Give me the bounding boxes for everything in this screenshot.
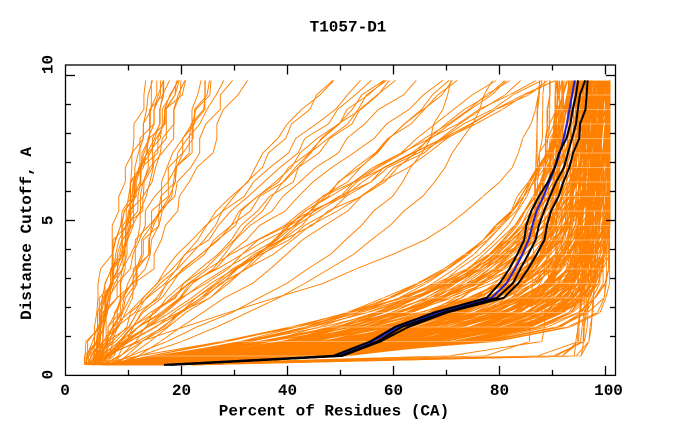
svg-text:80: 80 xyxy=(490,382,509,400)
svg-text:100: 100 xyxy=(594,382,623,400)
svg-text:Percent of Residues (CA): Percent of Residues (CA) xyxy=(219,403,449,421)
svg-text:5: 5 xyxy=(39,215,57,225)
svg-text:60: 60 xyxy=(384,382,403,400)
svg-text:T1057-D1: T1057-D1 xyxy=(310,19,387,37)
svg-text:Distance Cutoff, A: Distance Cutoff, A xyxy=(18,147,36,320)
svg-text:40: 40 xyxy=(278,382,297,400)
svg-text:20: 20 xyxy=(172,382,191,400)
svg-text:0: 0 xyxy=(60,382,70,400)
svg-text:10: 10 xyxy=(39,55,57,74)
svg-text:0: 0 xyxy=(39,370,57,380)
